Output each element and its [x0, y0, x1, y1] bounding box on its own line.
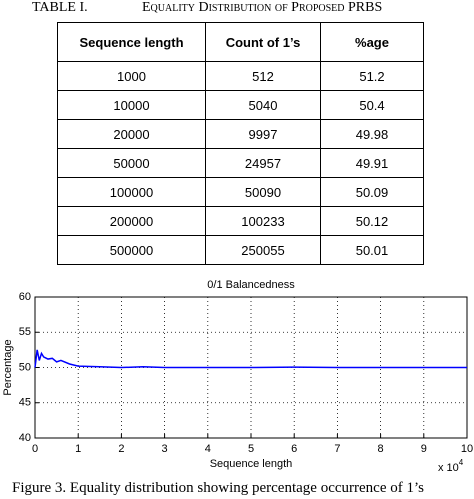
- x-tick-label: 2: [118, 443, 124, 455]
- table-row: 200000 100233 50.12: [57, 206, 424, 236]
- table-row: 500000 250055 50.01: [57, 235, 424, 265]
- table-cell: 512: [205, 61, 321, 91]
- x-tick-label: 9: [421, 443, 427, 455]
- x-tick-label: 8: [378, 443, 384, 455]
- table-row: 10000 5040 50.4: [57, 90, 424, 120]
- y-axis-label: Percentage: [2, 339, 14, 395]
- header-cell: %age: [320, 22, 424, 62]
- table-row: 1000 512 51.2: [57, 61, 424, 91]
- x-tick-label: 1: [75, 443, 81, 455]
- y-tick-label: 45: [19, 397, 31, 409]
- x-tick-label: 7: [334, 443, 340, 455]
- x-tick-label: 0: [32, 443, 38, 455]
- table-cell: 10000: [57, 90, 206, 120]
- table-cell: 50.12: [320, 206, 424, 236]
- chart-title: 0/1 Balancedness: [207, 279, 295, 291]
- y-tick-label: 40: [19, 432, 31, 444]
- table-row: 100000 50090 50.09: [57, 177, 424, 207]
- x-multiplier-exponent: 4: [459, 458, 464, 467]
- table-cell: 500000: [57, 235, 206, 265]
- data-line: [34, 349, 467, 369]
- x-tick-label: 4: [205, 443, 211, 455]
- table-body: 1000 512 51.2 10000 5040 50.4 20000 9997 49.98 50…: [57, 61, 424, 265]
- header-cell: Sequence length: [57, 22, 206, 62]
- table-cell: 100233: [205, 206, 321, 236]
- table-title: Equality Distribution of Proposed PRBS: [142, 0, 383, 15]
- table-cell: 50000: [57, 148, 206, 178]
- x-tick-label: 3: [162, 443, 168, 455]
- x-axis-label: Sequence length: [210, 458, 293, 470]
- table-cell: 5040: [205, 90, 321, 120]
- table-caption: TABLE I. Equality Distribution of Propos…: [0, 0, 474, 18]
- table-cell: 20000: [57, 119, 206, 149]
- header-row: Sequence length Count of 1’s %age: [57, 22, 424, 62]
- table-cell: 50.09: [320, 177, 424, 207]
- y-tick-label: 60: [19, 291, 31, 303]
- table-label: TABLE I.: [32, 0, 88, 15]
- table-cell: 1000: [57, 61, 206, 91]
- y-tick-label: 50: [19, 361, 31, 373]
- x-tick-label: 6: [291, 443, 297, 455]
- table-cell: 50.01: [320, 235, 424, 265]
- x-multiplier: x 104: [438, 458, 464, 474]
- table-cell: 100000: [57, 177, 206, 207]
- table-row: 50000 24957 49.91: [57, 148, 424, 178]
- table-cell: 51.2: [320, 61, 424, 91]
- x-tick-label: 5: [248, 443, 254, 455]
- data-table: Sequence length Count of 1’s %age 1000 512 5…: [57, 22, 424, 265]
- x-tick-label: 10: [461, 443, 473, 455]
- figure-caption: Figure 3. Equality distribution showing …: [12, 480, 424, 496]
- table-cell: 250055: [205, 235, 321, 265]
- y-tick-label: 55: [19, 326, 31, 338]
- x-multiplier-base: x 10: [438, 462, 459, 474]
